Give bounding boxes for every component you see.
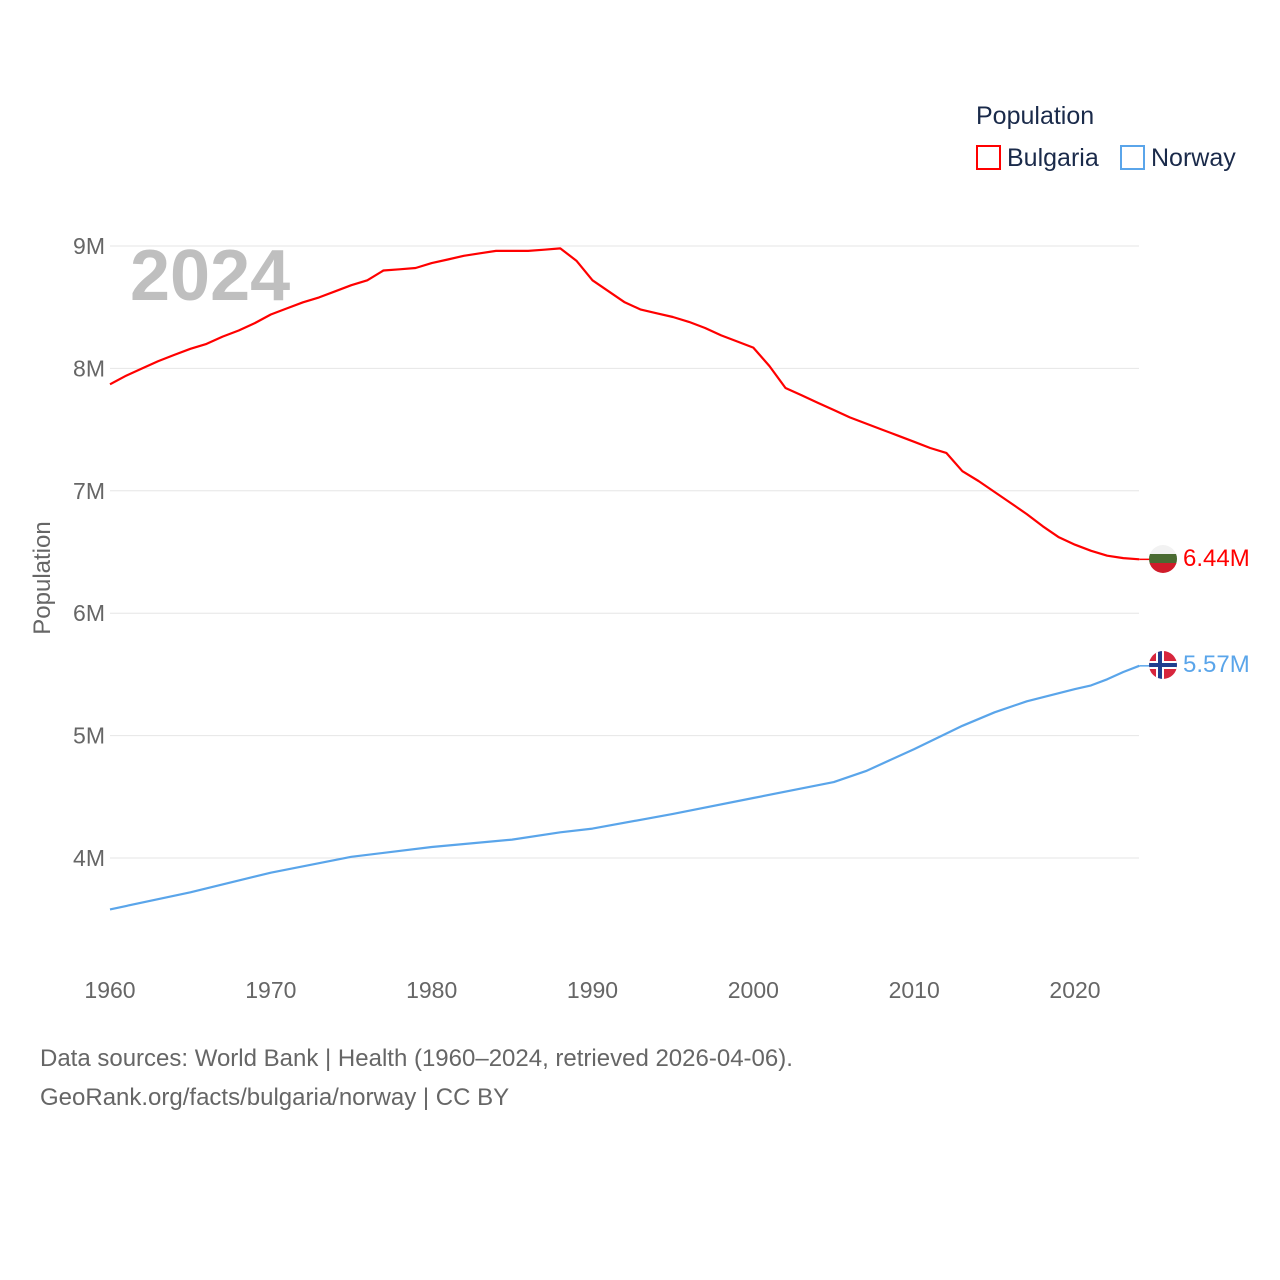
y-tick-label: 7M [73,478,105,504]
y-axis-label: Population [29,521,56,634]
x-tick-label: 2010 [889,977,940,1003]
y-tick-label: 9M [73,233,105,259]
legend-swatch-bulgaria[interactable] [976,145,1001,170]
footer-source: Data sources: World Bank | Health (1960–… [40,1045,793,1072]
bulgaria-line [109,247,1140,561]
norway-flag-icon [1149,651,1177,679]
x-tick-label: 1990 [567,977,618,1003]
bulgaria-flag-icon [1149,545,1177,573]
norway-end-label: 5.57M [1183,651,1250,678]
year-watermark: 2024 [130,236,290,316]
x-tick-label: 2020 [1049,977,1100,1003]
norway-line [109,664,1140,911]
y-tick-label: 5M [73,723,105,749]
y-tick-label: 4M [73,845,105,871]
y-tick-label: 6M [73,600,105,626]
legend-title: Population [976,102,1094,130]
legend-label-norway[interactable]: Norway [1151,144,1236,172]
x-tick-label: 1980 [406,977,457,1003]
y-tick-label: 8M [73,355,105,381]
legend-label-bulgaria[interactable]: Bulgaria [1007,144,1099,172]
bulgaria-end-label: 6.44M [1183,545,1250,572]
legend: Population Bulgaria Norway [976,102,1236,172]
footer-credit[interactable]: GeoRank.org/facts/bulgaria/norway | CC B… [40,1084,510,1111]
legend-swatch-norway[interactable] [1120,145,1145,170]
x-tick-label: 2000 [728,977,779,1003]
x-tick-label: 1960 [84,977,135,1003]
x-tick-label: 1970 [245,977,296,1003]
